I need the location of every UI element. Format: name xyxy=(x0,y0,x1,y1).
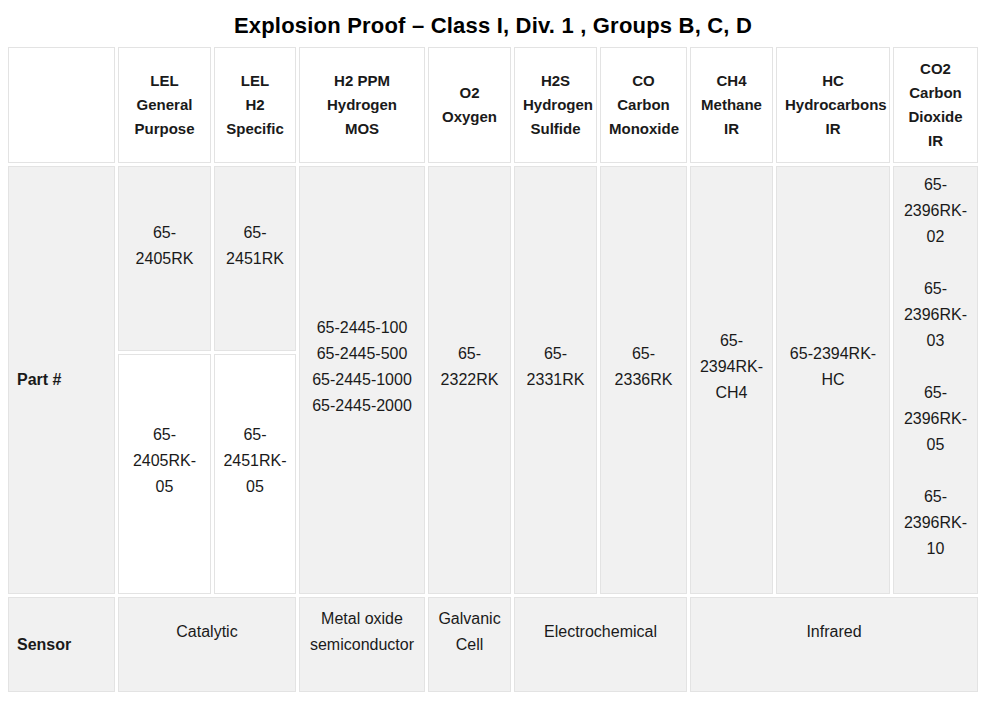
sensor-comparison-table: LEL General Purpose LEL H2 Specific H2 P… xyxy=(5,44,981,695)
cell-sensor-metal-oxide: Metal oxide semiconductor xyxy=(299,597,425,692)
col-header-lel-h2-specific: LEL H2 Specific xyxy=(214,47,296,163)
page-title: Explosion Proof – Class I, Div. 1 , Grou… xyxy=(0,13,986,39)
sensor-type-row: Sensor Catalytic Metal oxide semiconduct… xyxy=(8,597,978,692)
cell-part-lel-h2-standard: 65-2451RK xyxy=(214,166,296,351)
col-header-o2-oxygen: O2 Oxygen xyxy=(428,47,511,163)
col-header-h2-ppm-hydrogen-mos: H2 PPM Hydrogen MOS xyxy=(299,47,425,163)
col-header-lel-general-purpose: LEL General Purpose xyxy=(118,47,211,163)
cell-part-hc: 65-2394RK-HC xyxy=(776,166,890,594)
cell-sensor-electrochemical: Electrochemical xyxy=(514,597,687,692)
cell-part-lel-general-alt: 65-2405RK-05 xyxy=(118,354,211,594)
col-header-co-carbon-monoxide: CO Carbon Monoxide xyxy=(600,47,687,163)
col-header-hc-hydrocarbons-ir: HC Hydrocarbons IR xyxy=(776,47,890,163)
header-row: LEL General Purpose LEL H2 Specific H2 P… xyxy=(8,47,978,163)
cell-part-h2-ppm: 65-2445-100 65-2445-500 65-2445-1000 65-… xyxy=(299,166,425,594)
col-header-h2s-hydrogen-sulfide: H2S Hydrogen Sulfide xyxy=(514,47,597,163)
cell-part-o2: 65-2322RK xyxy=(428,166,511,594)
cell-part-co2: 65-2396RK-02 65-2396RK-03 65-2396RK-05 6… xyxy=(893,166,978,594)
col-header-ch4-methane-ir: CH4 Methane IR xyxy=(690,47,773,163)
corner-cell xyxy=(8,47,115,163)
cell-part-lel-h2-alt: 65-2451RK-05 xyxy=(214,354,296,594)
row-header-sensor: Sensor xyxy=(8,597,115,692)
cell-part-co: 65-2336RK xyxy=(600,166,687,594)
cell-part-lel-general-standard: 65-2405RK xyxy=(118,166,211,351)
cell-part-h2s: 65-2331RK xyxy=(514,166,597,594)
cell-sensor-catalytic: Catalytic xyxy=(118,597,296,692)
row-header-part-number: Part # xyxy=(8,166,115,594)
cell-sensor-galvanic: Galvanic Cell xyxy=(428,597,511,692)
cell-part-ch4: 65-2394RK-CH4 xyxy=(690,166,773,594)
col-header-co2-carbon-dioxide-ir: CO2 Carbon Dioxide IR xyxy=(893,47,978,163)
cell-sensor-infrared: Infrared xyxy=(690,597,978,692)
part-number-row-top: Part # 65-2405RK 65-2451RK 65-2445-100 6… xyxy=(8,166,978,351)
